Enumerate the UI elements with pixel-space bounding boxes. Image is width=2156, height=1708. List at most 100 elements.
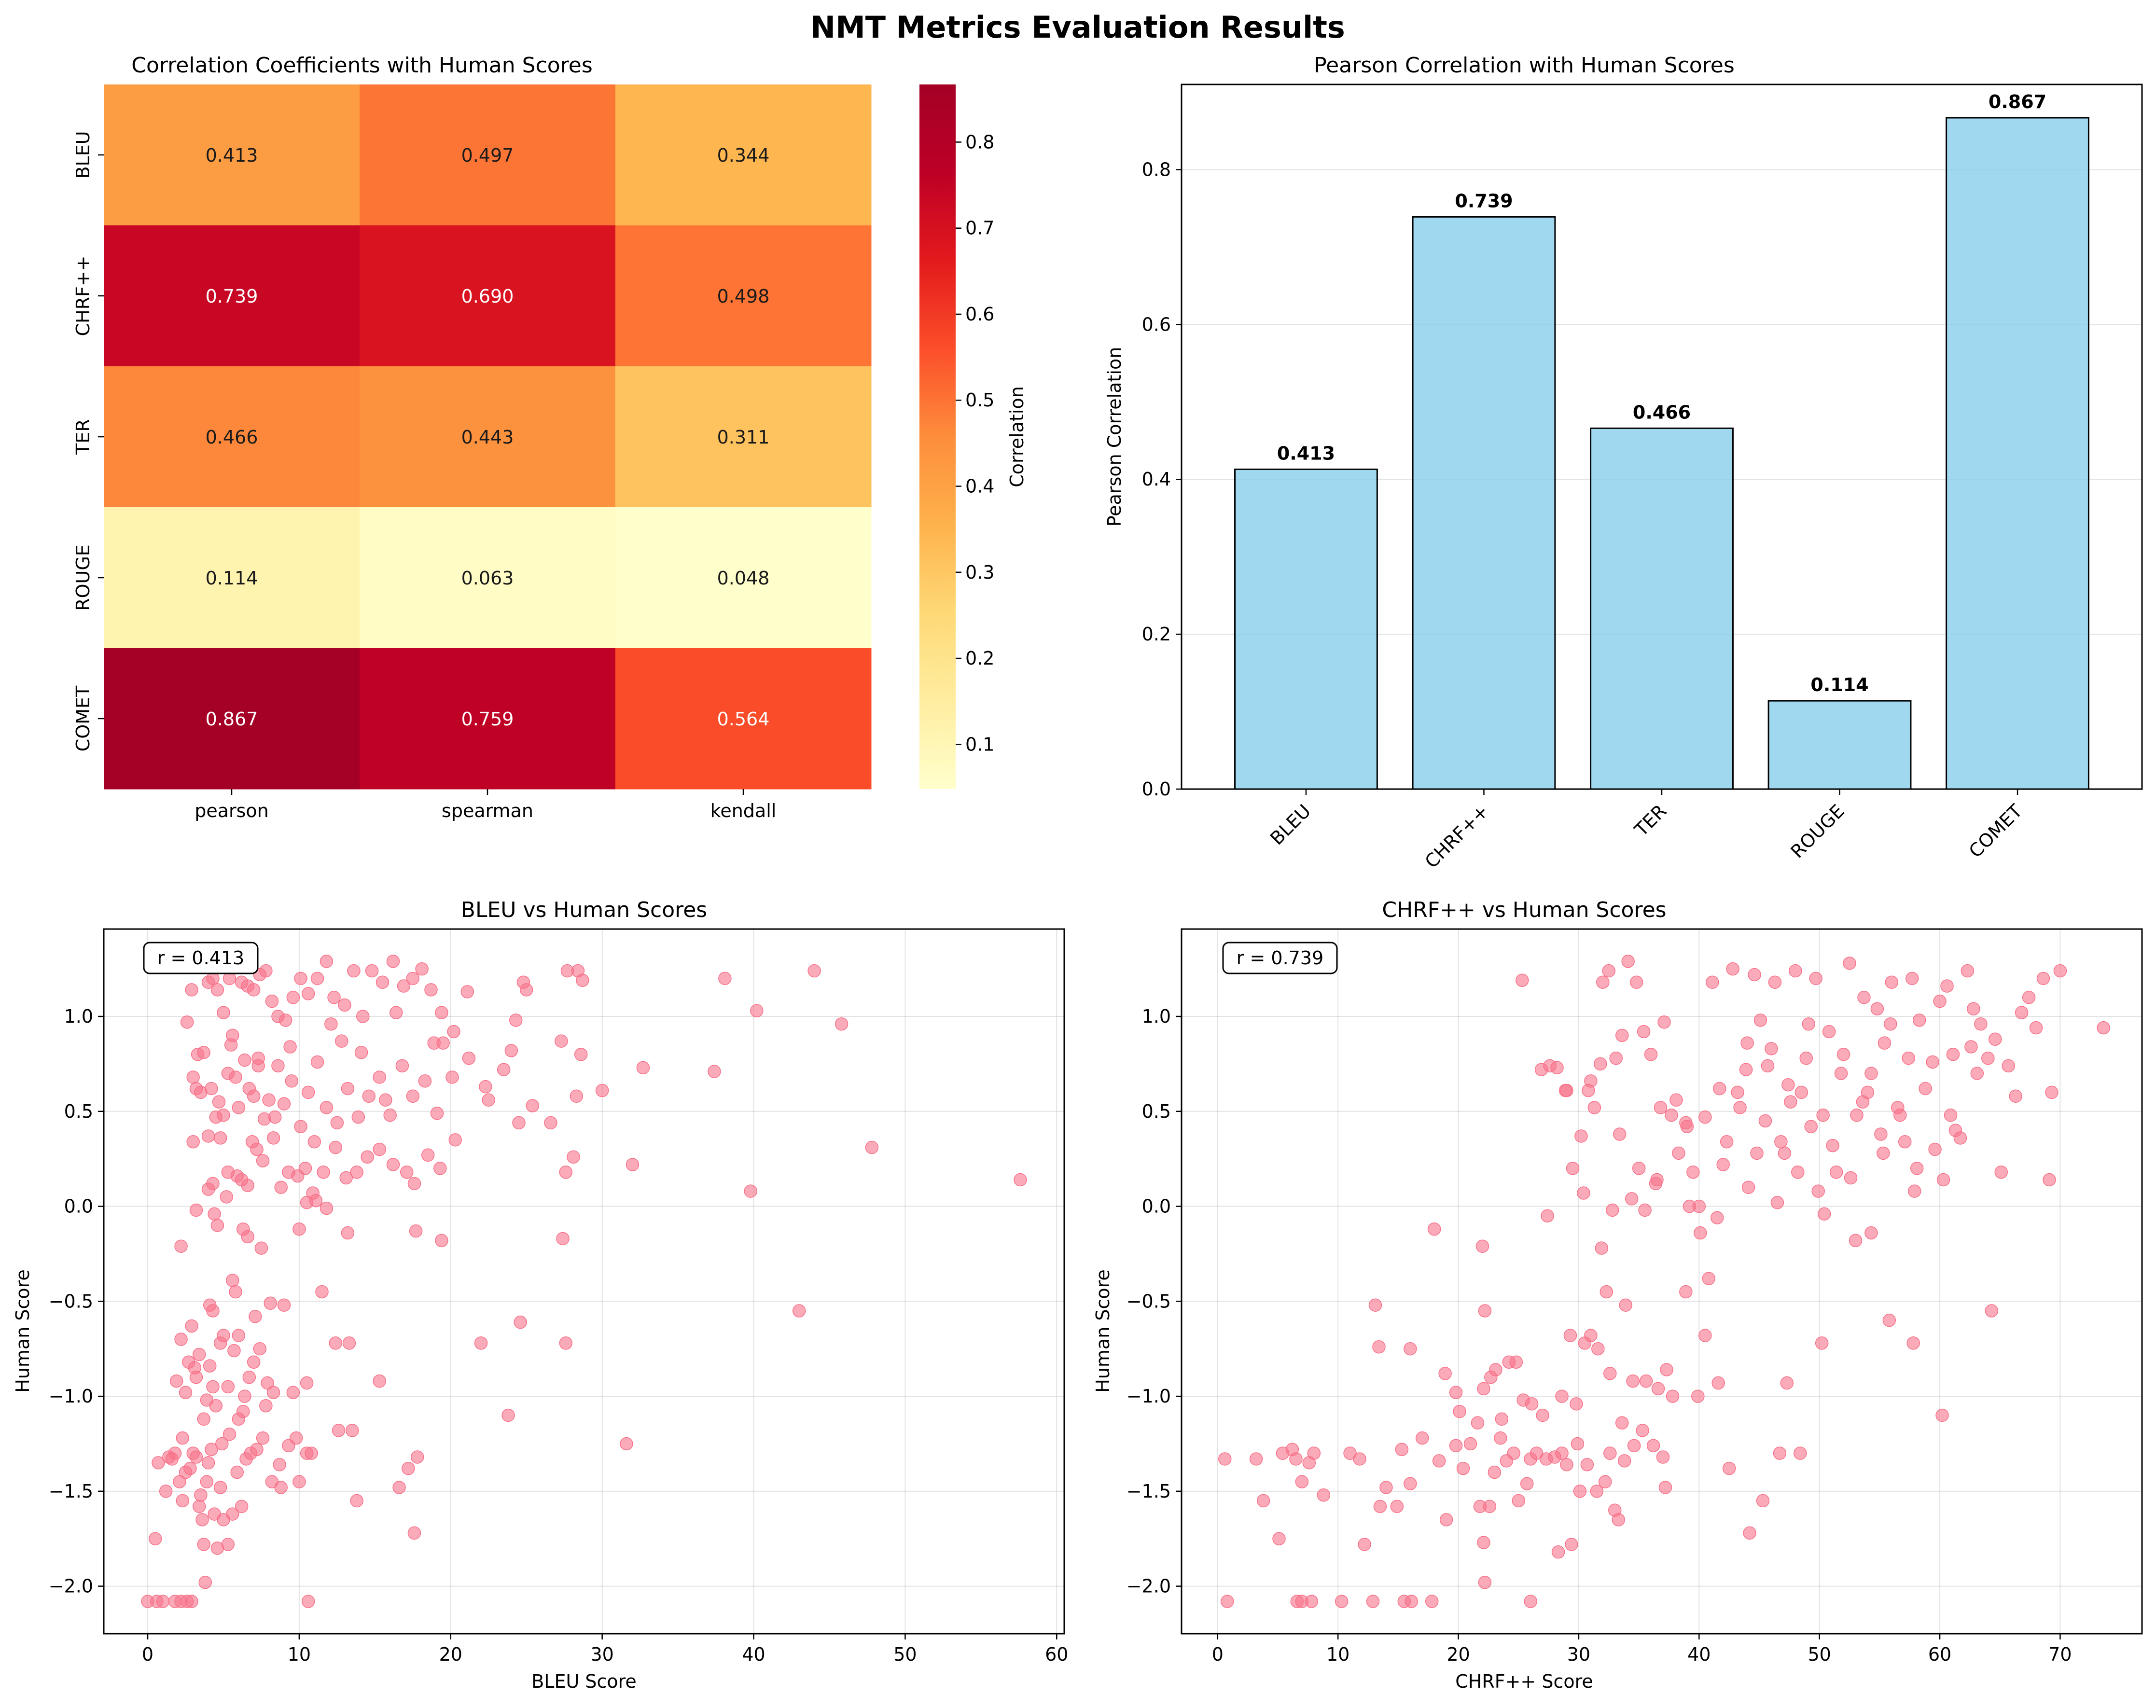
scatter-point <box>1877 1146 1890 1160</box>
scatter-point <box>1716 1158 1730 1171</box>
scatter-point <box>792 1304 806 1318</box>
bar-value-label: 0.466 <box>1633 402 1691 423</box>
heatmap-cell-value: 0.690 <box>461 286 514 307</box>
scatter-point <box>1438 1367 1452 1380</box>
scatter-point <box>210 983 224 997</box>
scatter-x-tick-label: 60 <box>1045 1644 1068 1665</box>
scatter-point <box>1520 1477 1534 1490</box>
scatter-point <box>203 1359 217 1373</box>
scatter-point <box>201 1456 215 1470</box>
scatter-point <box>1893 1108 1907 1122</box>
scatter-x-tick-label: 40 <box>1687 1644 1711 1665</box>
bar-y-tick-label: 0.2 <box>1142 624 1171 645</box>
bar-value-label: 0.413 <box>1277 443 1335 464</box>
scatter-point <box>1636 1424 1649 1437</box>
scatter-point <box>1882 1313 1896 1327</box>
scatter-point <box>567 1150 580 1164</box>
scatter-y-tick-label: 0.0 <box>1142 1196 1171 1217</box>
scatter-y-tick-label: −0.5 <box>1127 1291 1171 1312</box>
scatter-point <box>1629 975 1643 989</box>
bar-value-label: 0.867 <box>1989 91 2046 112</box>
heatmap-cell-value: 0.759 <box>461 708 514 730</box>
scatter-point <box>497 1063 511 1076</box>
scatter-point <box>1335 1595 1349 1608</box>
scatter-point <box>1731 1085 1744 1099</box>
colorbar-tick-label: 0.4 <box>965 476 994 497</box>
scatter-point <box>283 1040 297 1054</box>
scatter-point <box>330 1116 344 1130</box>
scatter-point <box>1780 1376 1794 1390</box>
heatmap-col-label: pearson <box>195 800 269 821</box>
scatter-point <box>262 1093 276 1107</box>
scatter-x-tick-label: 50 <box>893 1644 917 1665</box>
scatter-point <box>1475 1239 1489 1253</box>
heatmap-cell-value: 0.048 <box>717 568 770 589</box>
scatter-point <box>1770 1195 1784 1209</box>
scatter-point <box>226 1028 239 1042</box>
scatter-y-tick-label: 0.5 <box>1142 1101 1171 1122</box>
scatter-point <box>285 1074 298 1088</box>
scatter-point <box>1295 1475 1309 1488</box>
chrf-y-axis-label: Human Score <box>1092 1269 1113 1393</box>
scatter-point <box>1711 1376 1725 1390</box>
scatter-point <box>188 1361 202 1375</box>
scatter-point <box>1591 1342 1605 1356</box>
scatter-point <box>445 1070 459 1084</box>
scatter-point <box>206 1177 220 1191</box>
scatter-point <box>1665 1108 1678 1122</box>
heatmap-cell-value: 0.497 <box>461 145 514 166</box>
scatter-point <box>1698 1110 1712 1124</box>
scatter-point <box>383 1108 397 1122</box>
scatter-point <box>421 1148 435 1162</box>
scatter-point <box>1584 1329 1598 1342</box>
scatter-point <box>410 1450 424 1464</box>
scatter-point <box>1874 1127 1888 1141</box>
scatter-point <box>1885 975 1899 989</box>
scatter-point <box>186 1070 200 1084</box>
scatter-point <box>1405 1595 1419 1608</box>
scatter-point <box>1864 1067 1878 1080</box>
scatter-point <box>271 1059 285 1073</box>
scatter-point <box>555 1034 568 1048</box>
scatter-point <box>186 1135 200 1149</box>
scatter-point <box>1733 1101 1747 1114</box>
scatter-point <box>192 1347 206 1361</box>
scatter-point <box>1933 994 1947 1008</box>
heatmap-cell-chrfpp-spearman <box>360 225 616 367</box>
scatter-point <box>1702 1272 1716 1285</box>
scatter-point <box>1822 1025 1836 1039</box>
scatter-point <box>1415 1431 1429 1445</box>
scatter-point <box>310 1055 324 1069</box>
heatmap-cell-rouge-spearman <box>360 507 616 649</box>
scatter-point <box>286 990 300 1004</box>
scatter-point <box>462 1051 476 1065</box>
scatter-point <box>347 964 361 978</box>
scatter-point <box>2022 990 2036 1004</box>
scatter-point <box>254 1241 268 1255</box>
scatter-point <box>268 1110 282 1124</box>
scatter-point <box>409 1224 423 1238</box>
scatter-point <box>189 1203 203 1217</box>
scatter-point <box>1439 1513 1453 1527</box>
scatter-point <box>556 1232 570 1246</box>
scatter-point <box>1613 1127 1627 1141</box>
scatter-point <box>1617 1454 1631 1468</box>
scatter-point <box>526 1099 540 1112</box>
heatmap-cell-comet-kendall <box>615 648 872 790</box>
scatter-point <box>1850 1108 1864 1122</box>
scatter-point <box>350 1165 363 1179</box>
heatmap-cell-chrfpp-kendall <box>615 225 872 367</box>
bar-y-axis-label: Pearson Correlation <box>1104 347 1125 527</box>
scatter-point <box>1773 1446 1787 1460</box>
scatter-point <box>320 1201 334 1215</box>
scatter-point <box>1864 1226 1878 1240</box>
scatter-point <box>1686 1165 1700 1179</box>
scatter-point <box>1919 1082 1932 1096</box>
scatter-point <box>209 1399 223 1413</box>
scatter-point <box>392 1481 406 1494</box>
scatter-point <box>504 1044 518 1057</box>
colorbar-gradient <box>919 84 956 789</box>
scatter-point <box>386 955 400 968</box>
heatmap-cell-bleu-spearman <box>360 84 616 226</box>
scatter-point <box>1660 1363 1673 1376</box>
